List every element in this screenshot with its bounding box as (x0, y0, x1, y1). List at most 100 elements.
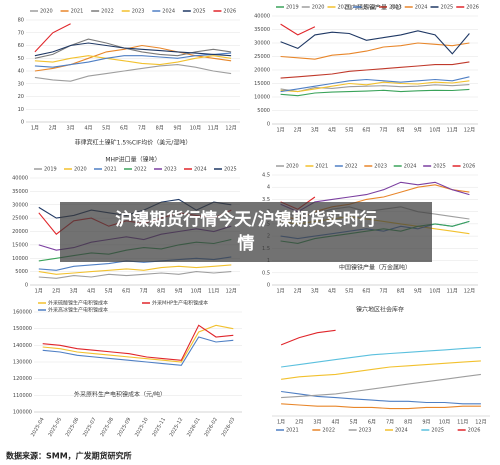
y-tick-label: 10000 (254, 95, 270, 101)
series-line (280, 61, 470, 79)
x-tick-label: 2月 (294, 128, 302, 134)
legend-label: 2025 (431, 428, 444, 434)
series-line (42, 336, 234, 366)
legend-label: 外采MHP生产电积镍成本 (152, 300, 208, 307)
x-tick-label: 7月 (138, 126, 146, 132)
y-tick-label: 110000 (13, 393, 32, 399)
y-tick-label: 30 (18, 81, 24, 87)
legend-label: 2025 (193, 9, 206, 15)
y-tick-label: 25000 (254, 54, 270, 60)
x-tick-label: 5月 (345, 128, 353, 134)
y-tick-label: 15000 (254, 81, 270, 87)
legend-label: 2023 (359, 428, 372, 434)
y-tick-label: 4.5 (262, 173, 270, 179)
legend-label: 2021 (315, 164, 328, 170)
y-tick-label: 70 (18, 30, 24, 36)
x-tick-label: 1月 (31, 126, 39, 132)
y-tick-label: 0 (267, 283, 270, 289)
x-tick-label: 9月 (414, 289, 422, 295)
legend-label: 2024 (162, 9, 175, 15)
x-tick-label: 7月 (140, 289, 148, 295)
x-tick-label: 12月 (464, 289, 475, 295)
series-line (42, 324, 234, 363)
y-tick-label: 0 (267, 122, 270, 128)
series-line (34, 23, 71, 53)
x-tick-label: 10月 (429, 128, 440, 134)
banner-bg (60, 202, 432, 262)
y-tick-label: 100000 (13, 410, 32, 416)
legend-label: 2026 (463, 164, 476, 170)
series-line (280, 80, 470, 93)
x-tick-label: 3月 (70, 289, 78, 295)
series-line (281, 390, 481, 405)
y-tick-label: 40000 (12, 176, 28, 182)
series-line (38, 271, 232, 279)
series-line (281, 373, 481, 399)
legend-label: 2022 (101, 9, 114, 15)
series-line (280, 23, 316, 36)
x-tick-label: 5月 (345, 289, 353, 295)
y-tick-label: 25000 (12, 216, 28, 222)
x-tick-label: 2月 (52, 289, 60, 295)
y-tick-label: 5000 (15, 269, 28, 275)
legend-label: 2024 (404, 164, 417, 170)
banner-line: 沪镍期货行情今天/沪镍期货实时行 (115, 209, 376, 230)
x-tick-label: 8月 (397, 128, 405, 134)
x-tick-label: 7月 (379, 289, 387, 295)
x-tick-label: 2月 (49, 126, 57, 132)
legend-label: 外采高冰镍生产电积镍成本 (48, 307, 108, 314)
series-line (280, 88, 470, 97)
x-tick-label: 1月 (35, 289, 43, 295)
series-line (42, 324, 234, 361)
series-line (281, 403, 481, 410)
legend-label: 2022 (322, 428, 335, 434)
series-line (34, 42, 232, 57)
y-tick-label: 0 (21, 120, 24, 126)
y-tick-label: 15000 (12, 242, 28, 248)
x-tick-label: 11月 (447, 128, 458, 134)
legend-label: 2021 (71, 9, 84, 15)
chart-title: 国内精炼镍产量（吨） (345, 4, 405, 12)
chart-title: MHP进口量（镍吨） (105, 156, 160, 164)
y-tick-label: 160000 (13, 310, 32, 316)
series-line (281, 346, 481, 368)
x-tick-label: 12月 (225, 126, 236, 132)
legend-label: 2026 (223, 9, 236, 15)
chart-title: 镍六地区社会库存 (356, 306, 404, 314)
legend-label: 2026 (466, 5, 479, 11)
x-tick-label: 9月 (173, 126, 181, 132)
x-tick-label: 10月 (191, 289, 202, 295)
series-line (280, 30, 470, 55)
legend-label: 2023 (132, 9, 145, 15)
series-line (34, 52, 232, 68)
x-tick-label: 7月 (379, 128, 387, 134)
x-tick-label: 11月 (447, 289, 458, 295)
y-tick-label: 4 (267, 185, 270, 191)
y-tick-label: 20000 (12, 229, 28, 235)
legend-label: 外采硫酸镍生产电积镍成本 (48, 300, 108, 307)
x-tick-label: 8月 (156, 126, 164, 132)
x-tick-label: 9月 (414, 128, 422, 134)
chart-title: 外采原料生产电积镍成本（元/吨） (74, 391, 166, 399)
x-tick-label: 11月 (208, 289, 219, 295)
x-tick-label: 11月 (457, 420, 468, 426)
series-line (280, 76, 470, 93)
legend-label: 2025 (224, 167, 237, 173)
y-tick-label: 3.5 (262, 197, 270, 203)
y-tick-label: 20000 (254, 68, 270, 74)
y-tick-label: 40 (18, 69, 24, 75)
x-tick-label: 1月 (277, 420, 285, 426)
legend-label: 2024 (194, 167, 207, 173)
x-tick-label: 7月 (386, 420, 394, 426)
y-tick-label: 0 (25, 283, 28, 289)
x-tick-label: 5月 (350, 420, 358, 426)
legend-label: 2024 (415, 5, 428, 11)
chart-title: 菲律宾红土镍矿1.5%CIF均价（美元/湿吨） (75, 139, 192, 147)
series-line (280, 42, 470, 60)
legend-label: 2020 (286, 164, 299, 170)
y-tick-label: 10000 (12, 256, 28, 262)
x-tick-label: 8月 (404, 420, 412, 426)
x-tick-label: 3月 (311, 289, 319, 295)
legend-label: 2019 (286, 5, 299, 11)
